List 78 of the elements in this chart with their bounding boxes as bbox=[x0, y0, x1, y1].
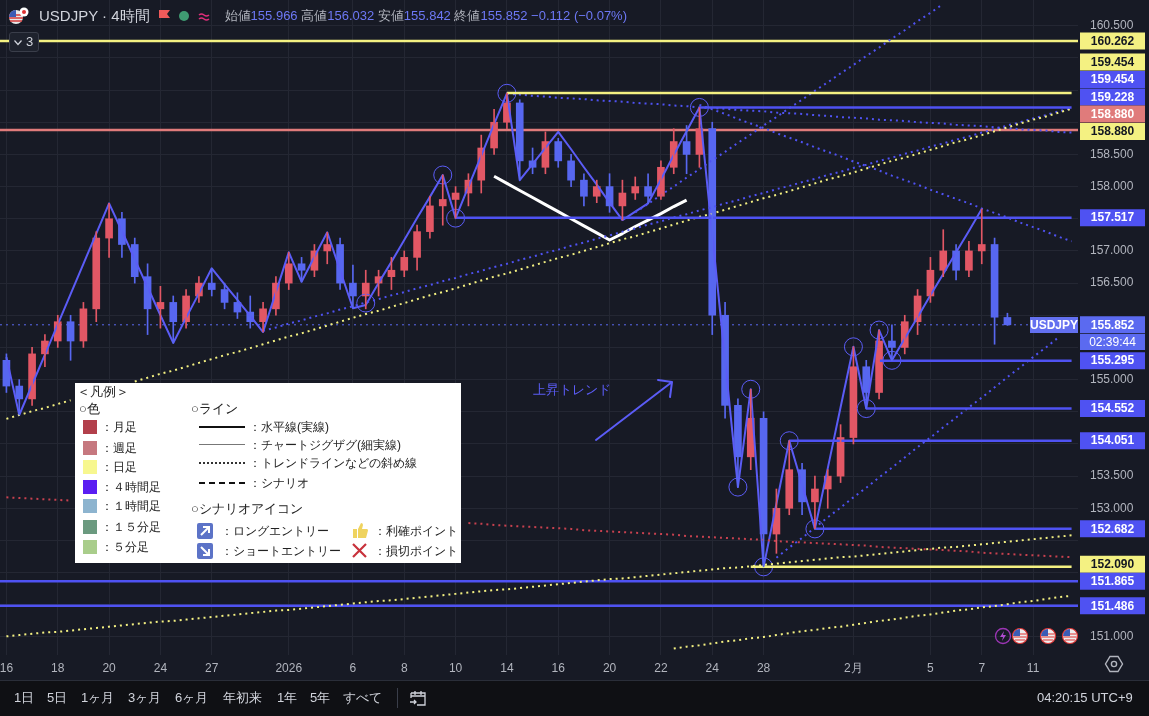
series-label: 154.552 bbox=[1090, 401, 1135, 416]
series-label: 152.090 bbox=[1090, 557, 1135, 572]
annotation: ：チャートジグザグ(細実線) bbox=[249, 437, 401, 453]
annotation: ：シナリオ bbox=[249, 475, 309, 491]
text: 1ヶ月 bbox=[81, 690, 115, 706]
annotation: ：ロングエントリー bbox=[221, 523, 329, 539]
annotation: ：トレンドラインなどの斜め線 bbox=[249, 455, 417, 471]
x-tick-label: 20 bbox=[102, 660, 117, 675]
annotation: ：水平線(実線) bbox=[249, 419, 329, 435]
x-tick-label: 7 bbox=[978, 660, 986, 675]
y-tick-label: 155.000 bbox=[1090, 371, 1134, 386]
ref-line-label: 160.262 bbox=[1090, 33, 1135, 48]
text: 02:39:44 bbox=[1080, 334, 1145, 350]
series-label: 157.517 bbox=[1090, 210, 1135, 225]
x-tick-label: 27 bbox=[205, 660, 219, 675]
x-tick-label: 24 bbox=[153, 660, 168, 675]
x-tick-label: 2月 bbox=[844, 660, 863, 675]
series-label: 159.454 bbox=[1080, 70, 1145, 88]
ref-line-label: 155.852 bbox=[1090, 317, 1135, 332]
annotation: ：損切ポイント bbox=[374, 543, 458, 559]
text: USDJPY · 4時間 bbox=[39, 6, 150, 26]
annotation: ：１時間足 bbox=[101, 498, 161, 514]
annotation: USDJPY bbox=[1030, 317, 1079, 333]
ref-line-label: 151.865 bbox=[1090, 574, 1135, 589]
text: 158.880 bbox=[1080, 122, 1145, 140]
x-tick-label: 24 bbox=[705, 660, 720, 675]
series-label: 159.228 bbox=[1090, 89, 1135, 104]
y-tick-label: 160.500 bbox=[1090, 18, 1134, 33]
x-tick-label: 14 bbox=[500, 660, 514, 675]
series-label: 154.051 bbox=[1090, 433, 1135, 448]
annotation: ：１５分足 bbox=[101, 519, 161, 535]
x-tick-label: 8 bbox=[400, 660, 408, 675]
y-tick-label: 157.000 bbox=[1090, 243, 1134, 258]
annotation: ：利確ポイント bbox=[374, 523, 458, 539]
text: 159.454 bbox=[1090, 54, 1135, 69]
ref-line-label: 158.880 bbox=[1090, 106, 1135, 121]
series-label: 152.682 bbox=[1090, 521, 1135, 536]
text: 6ヶ月 bbox=[175, 690, 209, 706]
annotation: ：５分足 bbox=[101, 539, 149, 555]
text: 3ヶ月 bbox=[128, 690, 162, 706]
x-tick-label: 22 bbox=[654, 660, 668, 675]
x-tick-label: 5 bbox=[927, 660, 935, 675]
annotation: ：月足 bbox=[101, 419, 137, 435]
series-label: 155.295 bbox=[1090, 353, 1135, 368]
ref-line-label: 151.486 bbox=[1090, 598, 1135, 613]
x-tick-label: 2026 bbox=[275, 660, 303, 675]
x-tick-label: 18 bbox=[51, 660, 65, 675]
y-tick-label: 153.500 bbox=[1090, 468, 1134, 483]
x-tick-label: 16 bbox=[0, 660, 14, 675]
x-tick-label: 28 bbox=[756, 660, 771, 675]
annotation: ○ライン bbox=[191, 401, 238, 417]
y-tick-label: 153.000 bbox=[1090, 500, 1134, 515]
x-tick-label: 10 bbox=[448, 660, 463, 675]
y-tick-label: 156.500 bbox=[1090, 275, 1134, 290]
text: 1日 bbox=[14, 690, 35, 706]
y-tick-label: 151.000 bbox=[1090, 629, 1134, 644]
x-tick-label: 6 bbox=[349, 660, 357, 675]
text: 1年 bbox=[277, 690, 298, 706]
annotation: ：日足 bbox=[101, 459, 137, 475]
text: すべて bbox=[343, 690, 382, 706]
x-tick-label: 20 bbox=[602, 660, 617, 675]
annotation: ：４時間足 bbox=[101, 479, 161, 495]
text: 04:20:15 UTC+9 bbox=[1037, 690, 1133, 706]
annotation: ：週足 bbox=[101, 440, 137, 456]
x-tick-label: 16 bbox=[551, 660, 566, 675]
text: 始値155.966 高値156.032 安値155.842 終値155.852 −0.112 (−0.07%) bbox=[224, 8, 628, 23]
annotation: ＜凡例＞ bbox=[77, 384, 129, 400]
annotation: ○色 bbox=[79, 401, 100, 417]
text: 年初来 bbox=[223, 690, 262, 706]
annotation: ○シナリオアイコン bbox=[191, 501, 303, 517]
y-tick-label: 158.000 bbox=[1090, 178, 1134, 193]
text: 5年 bbox=[310, 690, 331, 706]
y-tick-label: 158.500 bbox=[1090, 146, 1134, 161]
annotation: 上昇トレンド bbox=[533, 382, 611, 398]
annotation: ：ショートエントリー bbox=[221, 543, 341, 559]
annotation: 3 bbox=[26, 34, 34, 50]
x-tick-label: 11 bbox=[1026, 660, 1040, 675]
text: 5日 bbox=[47, 690, 68, 706]
